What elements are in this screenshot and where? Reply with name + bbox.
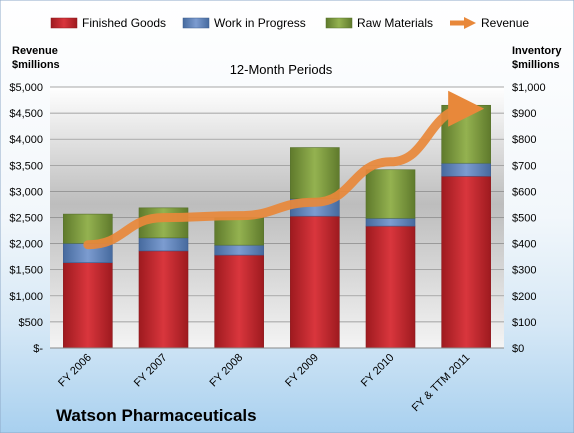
right-tick-label: $1,000	[512, 82, 546, 94]
bar-finished-goods	[365, 225, 416, 349]
chart-title: 12-Month Periods	[230, 62, 333, 77]
left-tick-label: $3,000	[9, 186, 43, 198]
bar-work-in-progress	[214, 244, 264, 256]
legend-item-finished-goods: Finished Goods	[50, 16, 166, 30]
legend: Finished Goods Work in Progress Raw Mate…	[50, 16, 529, 30]
left-tick-label: $500	[19, 317, 43, 329]
legend-label-work-in-progress: Work in Progress	[214, 16, 306, 30]
left-tick-label: $4,500	[9, 108, 43, 120]
left-axis-ticks: $- $500 $1,000 $1,500 $2,000 $2,500 $3,000 $3,5…	[9, 82, 43, 355]
bar-finished-goods	[290, 215, 340, 349]
legend-item-revenue: Revenue	[450, 16, 529, 30]
bar-raw-materials	[365, 169, 416, 219]
bar-work-in-progress	[441, 162, 491, 177]
right-tick-label: $700	[512, 160, 536, 172]
right-axis-ticks: $0 $100 $200 $300 $400 $500 $600 $700 $800 $900 $1…	[512, 82, 546, 355]
right-axis-label-line2: $millions	[512, 59, 560, 71]
legend-label-revenue: Revenue	[481, 16, 529, 30]
left-tick-label: $1,500	[9, 265, 43, 277]
bar-raw-materials	[214, 217, 264, 246]
left-tick-label: $2,000	[9, 239, 43, 251]
bar-work-in-progress	[365, 217, 416, 227]
left-axis-label-line2: $millions	[12, 59, 60, 71]
revenue-line-path	[83, 90, 485, 250]
right-tick-label: $800	[512, 134, 536, 146]
bar-work-in-progress	[138, 237, 189, 252]
legend-swatch-work-in-progress	[182, 17, 210, 29]
company-name: Watson Pharmaceuticals	[56, 406, 257, 425]
right-tick-label: $500	[512, 213, 536, 225]
right-axis-label-line1: Inventory	[512, 45, 562, 57]
bar-finished-goods	[214, 254, 264, 349]
legend-item-work-in-progress: Work in Progress	[182, 16, 306, 30]
left-tick-label: $2,500	[9, 213, 43, 225]
right-tick-label: $600	[512, 186, 536, 198]
legend-label-finished-goods: Finished Goods	[82, 16, 166, 30]
revenue-line	[83, 90, 485, 250]
right-tick-label: $200	[512, 291, 536, 303]
left-tick-label: $3,500	[9, 160, 43, 172]
legend-label-raw-materials: Raw Materials	[357, 16, 433, 30]
left-tick-label: $4,000	[9, 134, 43, 146]
bar-finished-goods	[63, 262, 113, 349]
legend-swatch-finished-goods	[50, 17, 78, 29]
right-tick-label: $100	[512, 317, 536, 329]
left-axis-label-line1: Revenue	[12, 45, 58, 57]
legend-swatch-raw-materials	[325, 17, 353, 29]
bar-finished-goods	[441, 175, 491, 349]
left-tick-label: $1,000	[9, 291, 43, 303]
right-tick-label: $0	[512, 343, 524, 355]
right-tick-label: $400	[512, 239, 536, 251]
bars	[63, 104, 491, 349]
right-tick-label: $900	[512, 108, 536, 120]
legend-item-raw-materials: Raw Materials	[325, 16, 433, 30]
left-tick-label: $-	[33, 343, 43, 355]
bar-raw-materials	[290, 147, 340, 200]
legend-arrow-revenue	[464, 17, 476, 29]
bar-finished-goods	[138, 250, 189, 349]
left-tick-label: $5,000	[9, 82, 43, 94]
right-tick-label: $300	[512, 265, 536, 277]
